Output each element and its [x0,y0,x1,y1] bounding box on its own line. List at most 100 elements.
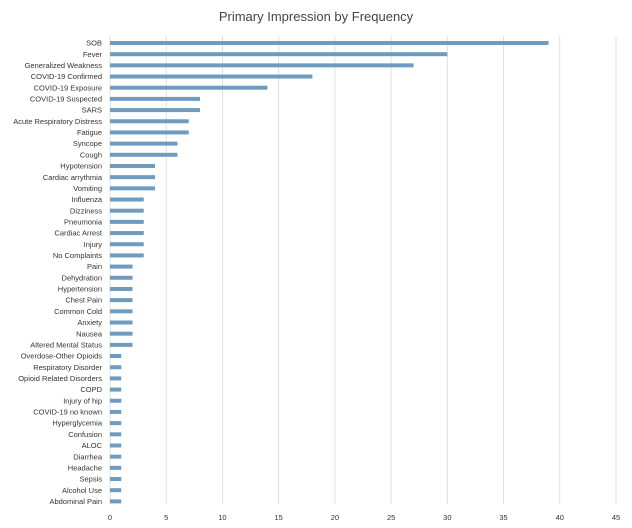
category-label: Generalized Weakness [25,61,103,70]
bar [110,421,122,426]
category-label: SARS [82,106,102,115]
category-label: No Complaints [53,251,102,260]
gridlines [109,36,617,504]
bar [110,152,178,157]
category-label: Pneumonia [64,217,103,226]
category-label: Hyperglycemia [52,419,102,428]
bar [110,130,189,135]
bar [110,477,122,482]
x-tick-label: 45 [612,513,620,522]
bar [110,163,155,168]
bar [110,74,313,79]
bar [110,41,549,45]
bar [110,465,122,470]
x-tick-label: 35 [499,513,507,522]
bar [110,108,200,113]
bars [110,41,549,504]
category-label: Chest Pain [65,296,102,305]
category-label: Cardiac arrythmia [43,173,103,182]
bar [110,242,144,247]
bar [110,231,144,236]
category-label: Fatigue [77,128,102,137]
bar [110,365,122,370]
category-label: Influenza [72,195,103,204]
bar [110,342,133,347]
bar [110,85,268,90]
x-tick-label: 40 [556,513,564,522]
category-label: Injury of hip [63,396,102,405]
bar [110,432,122,437]
bar [110,409,122,414]
bar [110,197,144,202]
category-label: Cardiac Arrest [54,229,102,238]
bar [110,354,122,359]
x-tick-label: 15 [274,513,282,522]
category-label: COVID-19 no known [33,408,102,417]
bar [110,398,122,403]
bar [110,186,155,191]
category-label: Confusion [68,430,102,439]
category-label: Dizziness [70,206,102,215]
bar [110,286,133,291]
x-tick-label: 30 [443,513,451,522]
bar [110,298,133,303]
x-axis-tick-labels: 0 5 10 15 20 25 30 35 40 45 [108,513,620,522]
x-tick-label: 0 [108,513,112,522]
bar [110,331,133,336]
category-label: Vomiting [73,184,102,193]
category-labels: SOB Fever Generalized Weakness COVID-19 Con… [13,39,103,506]
category-label: Sepsis [79,475,102,484]
category-label: Injury [84,240,103,249]
category-label: COVID-19 Suspected [30,95,102,104]
category-label: COPD [80,385,102,394]
category-label: SOB [86,39,102,48]
category-label: Altered Mental Status [30,340,102,349]
category-label: Opioid Related Disorders [18,374,102,383]
category-label: COVID-19 Confirmed [31,72,102,81]
bar [110,443,122,448]
bar [110,141,178,146]
category-label: Respiratory Disorder [33,363,102,372]
category-label: Hypertension [58,285,102,294]
bar [110,309,133,314]
bar [110,52,448,57]
category-label: Pain [87,262,102,271]
category-label: Dehydration [62,273,102,282]
chart-title: Primary Impression by Frequency [219,9,414,24]
bar [110,275,133,280]
bar [110,253,144,258]
bar [110,499,122,504]
x-tick-label: 20 [331,513,339,522]
bar [110,488,122,493]
bar [110,320,133,325]
category-label: Anxiety [77,318,102,327]
category-label: Diarrhea [73,452,103,461]
category-label: Hypotension [60,162,102,171]
bar [110,96,200,101]
x-tick-label: 10 [218,513,226,522]
category-label: Fever [83,50,103,59]
x-tick-label: 25 [387,513,395,522]
category-label: Common Cold [54,307,102,316]
category-label: Abdominal Pain [49,497,102,506]
bar [110,208,144,213]
bar [110,454,122,459]
bar [110,63,414,68]
bar [110,175,155,180]
bar [110,387,122,392]
category-label: ALOC [82,441,103,450]
bar [110,219,144,224]
category-label: Headache [68,463,102,472]
category-label: Overdose-Other Opioids [21,352,103,361]
bar [110,264,133,269]
category-label: Cough [80,150,102,159]
category-label: Acute Respiratory Distress [13,117,102,126]
category-label: Nausea [76,329,103,338]
bar [110,119,189,124]
x-tick-label: 5 [164,513,168,522]
category-label: Syncope [73,139,102,148]
bar [110,376,122,381]
category-label: Alcohol Use [62,486,102,495]
category-label: COVID-19 Exposure [34,83,102,92]
